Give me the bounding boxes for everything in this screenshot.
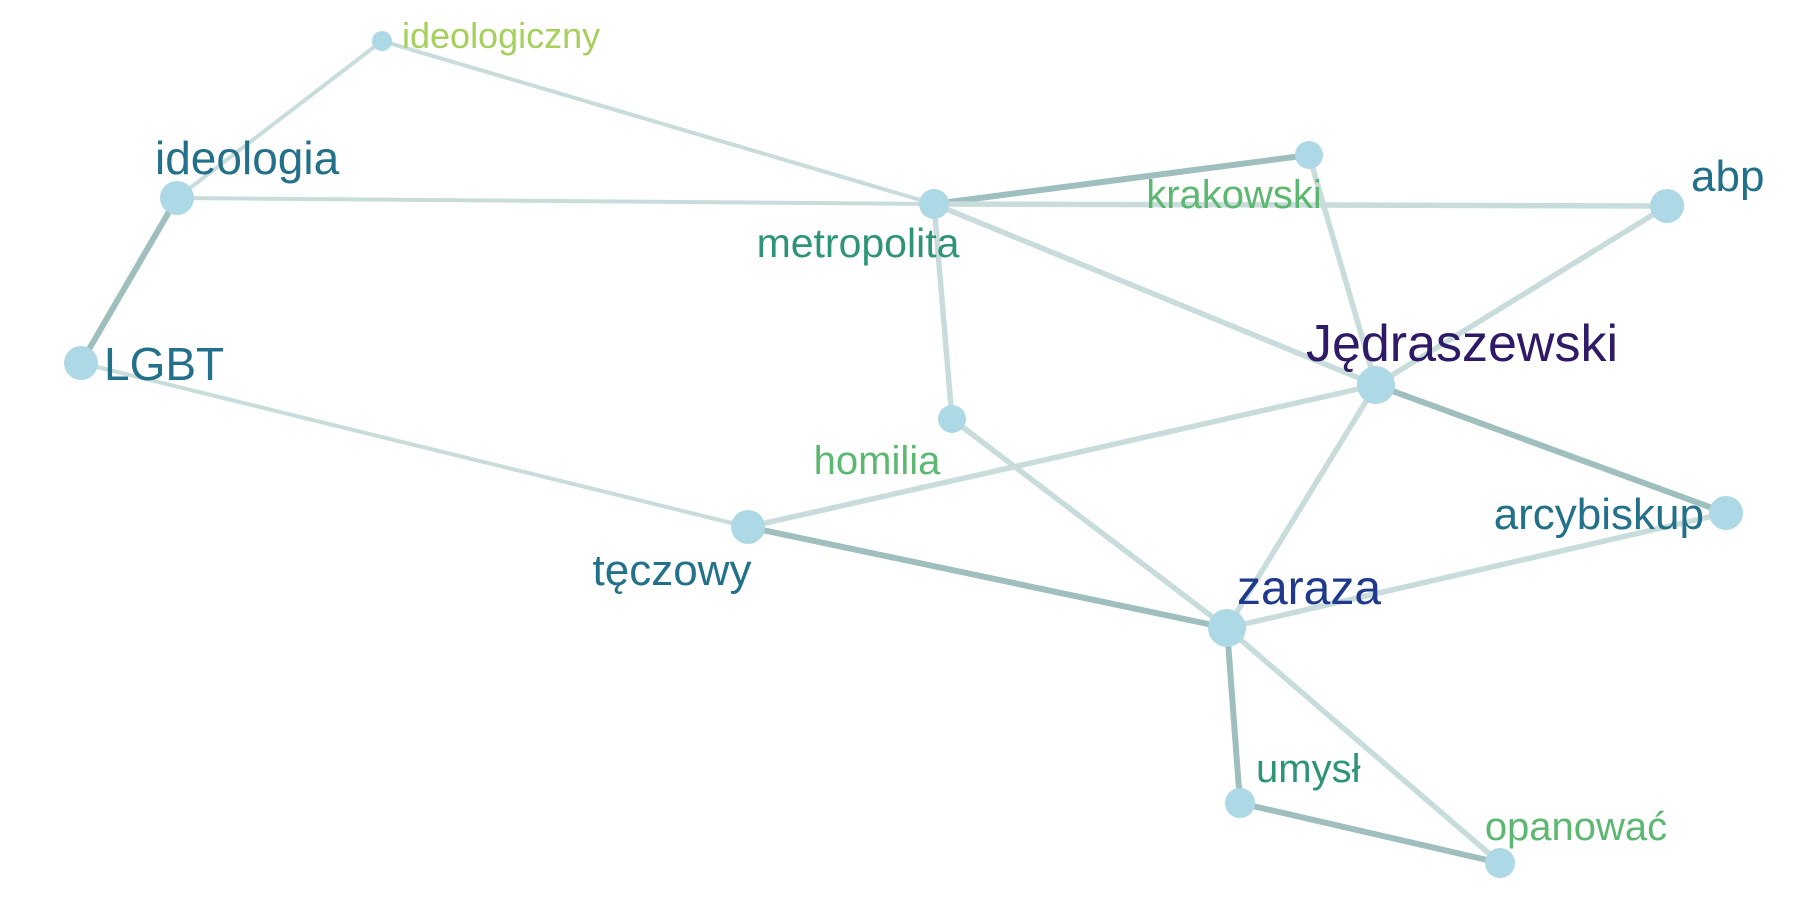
label-Jedraszewski: Jędraszewski <box>1306 315 1618 373</box>
edge-Jedraszewski-teczowy <box>745 382 1379 530</box>
edge-umysl-opanowac <box>1237 800 1503 866</box>
edge-zaraza-umysl <box>1224 625 1243 806</box>
node-ideologiczny[interactable] <box>372 31 392 51</box>
label-zaraza: zaraza <box>1237 562 1381 615</box>
edge-ideologiczny-ideologia <box>175 39 384 200</box>
label-LGBT: LGBT <box>104 338 224 390</box>
node-metropolita[interactable] <box>919 189 949 219</box>
edge-ideologia-LGBT <box>78 195 180 366</box>
node-arcybiskup[interactable] <box>1709 496 1743 530</box>
edge-ideologia-metropolita <box>175 196 936 206</box>
label-abp: abp <box>1691 152 1764 201</box>
label-teczowy: tęczowy <box>593 546 752 595</box>
label-krakowski: krakowski <box>1146 173 1322 217</box>
edge-ideologiczny-metropolita <box>380 39 936 206</box>
nodes-layer <box>64 31 1743 878</box>
node-homilia[interactable] <box>938 405 966 433</box>
node-ideologia[interactable] <box>160 181 194 215</box>
edge-teczowy-zaraza <box>745 524 1230 631</box>
node-Jedraszewski[interactable] <box>1357 366 1395 404</box>
edge-homilia-zaraza <box>949 416 1230 631</box>
label-opanowac: opanować <box>1485 805 1667 849</box>
edge-Jedraszewski-zaraza <box>1224 382 1379 631</box>
label-arcybiskup: arcybiskup <box>1494 490 1704 539</box>
edge-abp-Jedraszewski <box>1373 203 1670 388</box>
edge-LGBT-teczowy <box>79 361 750 529</box>
edge-metropolita-homilia <box>931 201 955 422</box>
node-umysl[interactable] <box>1225 788 1255 818</box>
labels-layer: ideologiczny ideologia metropolita krakowsk… <box>104 15 1764 849</box>
label-metropolita: metropolita <box>757 220 960 266</box>
edge-metropolita-abp <box>931 201 1670 209</box>
edge-krakowski-Jedraszewski <box>1306 152 1379 388</box>
node-zaraza[interactable] <box>1208 609 1246 647</box>
label-umysl: umysł <box>1256 747 1361 791</box>
edge-metropolita-krakowski <box>931 152 1312 207</box>
label-homilia: homilia <box>814 439 941 483</box>
node-teczowy[interactable] <box>731 510 765 544</box>
edge-zaraza-opanowac <box>1224 625 1503 866</box>
node-opanowac[interactable] <box>1485 848 1515 878</box>
node-LGBT[interactable] <box>64 346 98 380</box>
edges-layer <box>78 39 1729 866</box>
node-krakowski[interactable] <box>1295 141 1323 169</box>
label-ideologiczny: ideologiczny <box>402 15 600 56</box>
node-abp[interactable] <box>1650 189 1684 223</box>
label-ideologia: ideologia <box>155 132 340 184</box>
edge-Jedraszewski-arcybiskup <box>1373 382 1729 516</box>
edge-metropolita-Jedraszewski <box>931 201 1379 388</box>
edge-arcybiskup-zaraza <box>1224 510 1729 631</box>
